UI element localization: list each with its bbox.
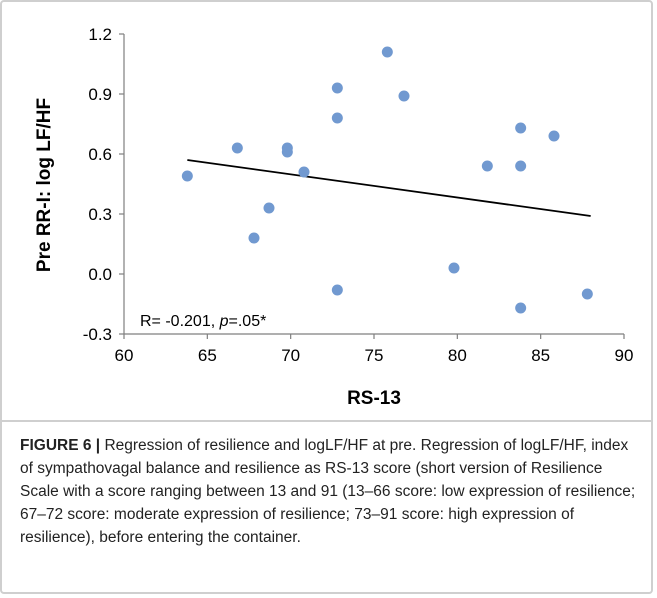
data-point — [515, 160, 527, 172]
annotation-prefix: R= -0.201, — [140, 313, 220, 330]
y-tick-label: -0.3 — [83, 325, 112, 344]
annotation-p-symbol: p — [219, 313, 229, 330]
data-point — [398, 90, 410, 102]
x-tick-label: 60 — [115, 346, 134, 365]
x-tick-labels: 60 65 70 75 80 85 90 — [115, 346, 634, 365]
x-axis-title: RS-13 — [347, 388, 401, 409]
caption-divider — [0, 420, 653, 422]
data-point — [381, 46, 393, 58]
scatter-chart: 60 65 70 75 80 85 90 1.2 0.9 0.6 0.3 0.0 -0.3 R= -0… — [34, 25, 634, 409]
y-tick-label: 0.6 — [88, 145, 112, 164]
y-tick-label: 1.2 — [88, 25, 112, 44]
x-tick-label: 70 — [281, 346, 300, 365]
data-point — [515, 302, 527, 314]
data-point — [481, 160, 493, 172]
x-tick-label: 85 — [531, 346, 550, 365]
caption-label: FIGURE 6 | — [20, 437, 101, 454]
data-point — [331, 284, 343, 296]
trendline-group — [187, 159, 591, 217]
y-tick-label: 0.3 — [88, 205, 112, 224]
data-point — [281, 146, 293, 158]
data-point — [248, 232, 260, 244]
data-point — [331, 82, 343, 94]
data-point — [331, 112, 343, 124]
y-axis-title: Pre RR-I: log LF/HF — [34, 98, 55, 272]
y-tick-label: 0.9 — [88, 85, 112, 104]
data-point — [448, 262, 460, 274]
data-point — [181, 170, 193, 182]
data-point — [231, 142, 243, 154]
data-points — [181, 46, 593, 314]
axes — [119, 33, 625, 339]
x-tick-label: 80 — [448, 346, 467, 365]
caption-text: Regression of resilience and logLF/HF at… — [20, 437, 636, 546]
data-point — [548, 130, 560, 142]
x-tick-label: 65 — [198, 346, 217, 365]
annotation-suffix: =.05* — [229, 313, 267, 330]
data-point — [515, 122, 527, 134]
data-point — [263, 202, 275, 214]
y-tick-labels: 1.2 0.9 0.6 0.3 0.0 -0.3 — [83, 25, 112, 344]
y-tick-label: 0.0 — [88, 265, 112, 284]
regression-annotation: R= -0.201, p=.05* — [140, 313, 266, 330]
data-point — [581, 288, 593, 300]
regression-line — [187, 159, 591, 217]
x-tick-label: 75 — [365, 346, 384, 365]
x-tick-label: 90 — [615, 346, 634, 365]
figure-caption: FIGURE 6 | Regression of resilience and … — [20, 434, 640, 549]
data-point — [298, 166, 310, 178]
